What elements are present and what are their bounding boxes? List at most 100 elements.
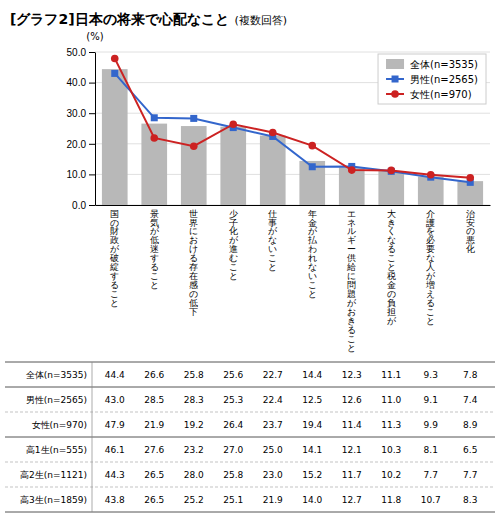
x-tick: 世界における存在感の低下: [189, 209, 198, 317]
table-cell: 25.8: [184, 370, 204, 380]
table-rule: [5, 437, 495, 438]
table-cell: 12.7: [342, 495, 362, 505]
table-cell: 11.4: [342, 420, 362, 430]
table-cell: 7.8: [463, 370, 478, 380]
x-tick: 介護を必要な人が増えること: [425, 209, 436, 326]
table-cell: 6.5: [463, 445, 477, 455]
x-tick: 国の財政が破綻すること: [109, 209, 120, 308]
table-cell: 26.4: [223, 420, 243, 430]
table-rule: [5, 362, 495, 363]
marker: [151, 114, 158, 121]
y-tick-mark: [89, 174, 95, 175]
x-tick-label: 治安の悪化: [465, 209, 475, 255]
x-tick: 大きくなること税金の負担が: [387, 209, 397, 326]
table-cell: 25.6: [223, 370, 243, 380]
table-cell: 28.0: [184, 470, 204, 480]
table-cell: 12.5: [302, 395, 322, 405]
y-tick: 50.0: [67, 47, 95, 58]
grid: [95, 52, 490, 205]
table-rule: [5, 487, 495, 488]
table-cell: 11.1: [381, 370, 401, 380]
table: 全体(n=3535)44.426.625.825.622.714.412.311…: [5, 362, 495, 512]
marker: [190, 115, 197, 122]
x-tick-label: 少子化が進むこと: [229, 209, 239, 281]
title: [グラフ2]日本の将来で心配なこと: [10, 11, 229, 27]
x-tick-label: 世界における存在感の低下: [189, 209, 198, 317]
y-tick-mark: [89, 52, 95, 53]
table-cell: 14.1: [302, 445, 322, 455]
table-cell: 7.4: [463, 395, 478, 405]
table-cell: 26.5: [144, 470, 164, 480]
table-cell: 7.7: [463, 470, 477, 480]
legend-swatch: [386, 59, 404, 69]
marker: [466, 174, 474, 182]
x-tick-label: 景気が低迷すること: [150, 209, 160, 290]
y-tick-label: 10.0: [67, 169, 87, 180]
table-cell: 23.0: [263, 470, 283, 480]
y-tick-label: 20.0: [67, 139, 87, 150]
y-tick: 40.0: [67, 77, 95, 88]
table-row-label: 高3生(n=1859): [20, 495, 87, 505]
x-tick-label: エネルギー供給に問題がおきること: [346, 209, 357, 353]
y-axis-domain: [95, 53, 96, 206]
x-tick: 年金が払われないこと: [307, 209, 318, 299]
table-cell: 10.7: [421, 495, 441, 505]
bar: [141, 124, 167, 205]
table-divider: [92, 362, 93, 512]
marker: [229, 120, 237, 128]
table-cell: 22.7: [263, 370, 283, 380]
x-axis-domain: [96, 205, 491, 206]
marker: [190, 142, 198, 150]
table-cell: 7.7: [424, 470, 438, 480]
marker: [387, 167, 395, 175]
table-cell: 14.0: [302, 495, 322, 505]
table-cell: 9.9: [424, 420, 439, 430]
grid-line: [95, 52, 490, 53]
bar: [181, 126, 207, 205]
table-cell: 12.3: [342, 370, 362, 380]
x-tick-label: 介護を必要な人が増えること: [425, 209, 436, 326]
x-tick: エネルギー供給に問題がおきること: [346, 209, 357, 353]
table-rule: [5, 512, 495, 513]
table-cell: 25.0: [263, 445, 283, 455]
table-cell: 22.4: [263, 395, 283, 405]
x-tick-label: 国の財政が破綻すること: [109, 209, 120, 308]
y-tick: 30.0: [67, 108, 95, 119]
y-axis-title: (%): [86, 31, 103, 42]
table-cell: 10.2: [381, 470, 401, 480]
table-cell: 25.3: [223, 395, 243, 405]
marker: [269, 129, 277, 137]
y-tick-mark: [89, 144, 95, 145]
table-cell: 27.6: [144, 445, 164, 455]
y-tick: 20.0: [67, 139, 95, 150]
bar: [378, 171, 404, 205]
legend-label: 女性(n=970): [410, 89, 472, 100]
table-cell: 19.4: [302, 420, 322, 430]
table-cell: 11.8: [381, 495, 401, 505]
y-axis: 0.0 10.0 20.0 30.0 40.0 50.0: [67, 47, 96, 211]
bar: [418, 177, 444, 205]
y-tick-label: 50.0: [67, 47, 87, 58]
table-cell: 11.7: [342, 470, 362, 480]
table-cell: 27.0: [223, 445, 243, 455]
table-cell: 26.5: [144, 495, 164, 505]
y-tick: 0.0: [72, 200, 95, 211]
marker: [150, 134, 158, 142]
table-cell: 43.0: [105, 395, 125, 405]
y-tick-label: 40.0: [67, 77, 87, 88]
table-cell: 15.2: [302, 470, 322, 480]
legend-label: 男性(n=2565): [410, 74, 478, 85]
table-cell: 44.4: [105, 370, 125, 380]
table-rule: [5, 387, 495, 388]
x-tick: 仕事がないこと: [268, 209, 278, 273]
table-row-label: 高2生(n=1121): [20, 470, 87, 480]
table-cell: 25.1: [223, 495, 243, 505]
x-axis: 国の財政が破綻すること 景気が低迷すること 世界における存在感の低下 少子化が進むこと…: [96, 206, 491, 353]
legend-marker: [391, 90, 399, 98]
grid-line: [95, 113, 490, 114]
table-cell: 11.0: [381, 395, 401, 405]
x-tick: 景気が低迷すること: [150, 209, 160, 290]
x-tick-label: 年金が払われないこと: [307, 209, 318, 299]
table-cell: 10.3: [381, 445, 401, 455]
table-row-label: 全体(n=3535): [26, 370, 87, 380]
